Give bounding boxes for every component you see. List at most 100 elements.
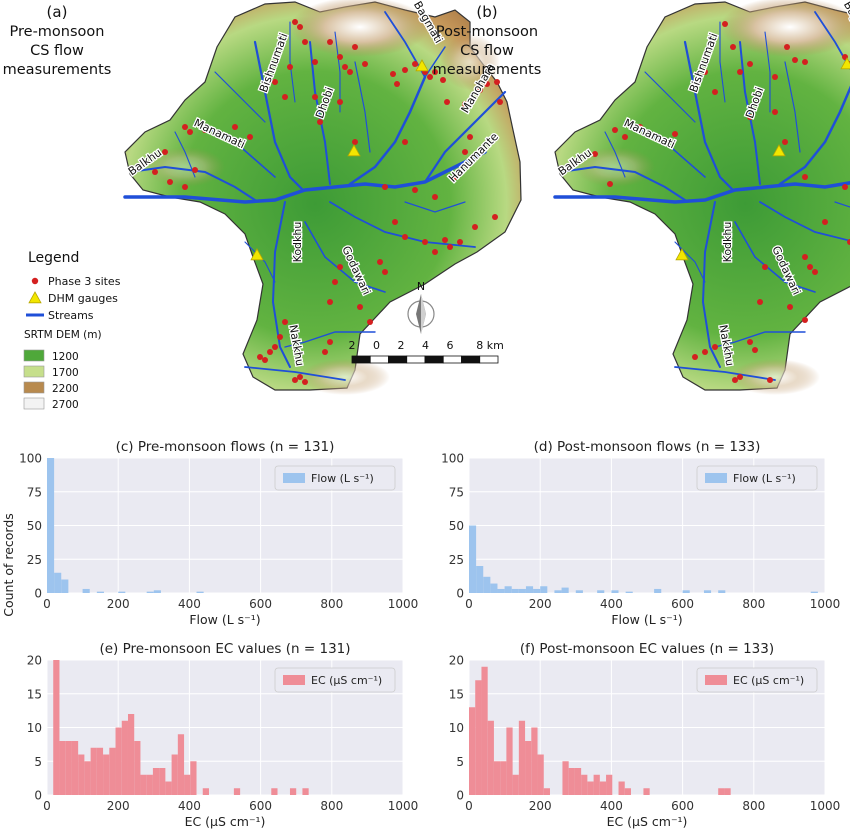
x-tick-label: 600 [249,799,272,813]
histogram-bar [518,588,526,593]
x-tick-label: 800 [742,799,765,813]
phase3-site-marker [347,69,353,75]
phase3-site-marker [747,61,753,67]
histogram-bar [624,788,631,795]
histogram-bar [525,586,534,593]
histogram-bar [475,680,482,795]
dhm-gauge-marker [415,59,429,72]
phase3-site-marker [712,344,718,350]
phase3-site-marker [162,149,168,155]
dem-class-swatch [23,349,45,362]
y-tick-label: 5 [34,755,42,769]
phase3-site-marker [312,94,318,100]
phase3-site-marker [787,304,793,310]
phase3-site-marker [622,134,628,140]
y-tick-label: 0 [34,789,42,803]
histogram-bar [493,761,501,795]
x-tick-label: 600 [671,799,694,813]
histogram-bar [500,761,507,795]
histogram-bar [611,590,619,593]
phase3-site-marker [377,259,383,265]
histogram-bar [533,588,541,593]
phase3-site-marker [282,319,288,325]
phase3-site-marker [402,234,408,240]
phase3-site-marker [447,244,453,250]
north-arrow-icon [421,294,426,334]
histogram-bar [487,720,494,795]
histogram-bar [53,660,60,795]
histogram-bar [96,591,104,593]
phase3-site-marker [692,354,698,360]
phase3-site-marker [752,347,758,353]
phase3-site-marker [484,81,490,87]
x-tick-label: 400 [178,597,201,611]
phase3-site-marker [302,39,308,45]
phase3-site-marker [730,44,736,50]
phase3-site-marker [782,139,788,145]
legend-swatch [283,675,305,685]
histogram-bar [724,788,731,795]
x-tick-label: 1000 [388,799,419,813]
dem-class-swatch [23,365,45,378]
histogram-bar [61,579,69,593]
histogram-bar [540,586,548,593]
phase3-site-marker [802,174,808,180]
phase3-site-marker [322,349,328,355]
histogram-bar [483,576,491,593]
phase3-site-marker [444,99,450,105]
histogram-bar [599,781,607,795]
panel-label: (b) [476,3,497,21]
histogram-bar [165,781,172,795]
histogram-bar [531,727,538,795]
y-tick-label: 15 [449,687,464,701]
legend-item-label: Streams [48,309,94,322]
histogram-bar [581,774,588,795]
histogram-bar [490,583,498,593]
chart-legend [274,465,396,491]
phase3-site-marker [297,24,303,30]
phase3-site-marker [722,21,728,27]
histogram-panel-c: 0 200 400 600 800 1000 0 25 50 75 100 (c) Pre-monso… [19,439,418,627]
phase3-site-marker [802,317,808,323]
phase3-site-marker [732,377,738,383]
histogram-bar [127,714,135,795]
histogram-bar [159,768,166,795]
phase3-site-marker [440,77,446,83]
histogram-bar [140,774,147,795]
histogram-bar [561,587,569,593]
dem-class-label: 2700 [52,399,79,411]
y-tick-label: 100 [19,452,42,466]
x-axis-label: Flow (L s⁻¹) [189,612,260,627]
phase3-site-marker [807,264,813,270]
histogram-bar [718,788,725,795]
dem-class-label: 1200 [52,351,79,363]
histogram-bar [82,588,90,593]
histogram-bar [184,774,191,795]
phase3-site-marker [317,119,323,125]
dhm-gauge-marker [772,144,786,157]
legend-title: Legend [28,250,79,266]
histogram-bar [271,788,278,795]
histogram-panel-e: 0 200 400 600 800 1000 0 5 10 15 20 (e) Pre-monsoon… [27,641,419,829]
y-tick-label: 50 [27,519,42,533]
histogram-bar [71,741,79,795]
phase3-site-marker [747,114,753,120]
chart-title: (d) Post-monsoon flows (n = 133) [534,439,761,455]
y-tick-label: 25 [27,553,42,567]
histogram-bar [682,590,690,593]
scale-bar-segment [406,355,426,364]
histogram-bar [289,788,297,795]
scale-tick-label: 0 [373,339,380,352]
phase3-site-marker [187,129,193,135]
phase3-site-marker [312,59,318,65]
legend-item-label: DHM gauges [48,292,118,305]
histogram-bar [554,590,562,593]
x-tick-label: 1000 [810,597,841,611]
histogram-bar [543,788,550,795]
chart-title: (f) Post-monsoon EC values (n = 133) [520,641,774,657]
histogram-bar [504,586,512,593]
legend-label: EC (μS cm⁻¹) [733,674,804,687]
chart-title: (e) Pre-monsoon EC values (n = 131) [99,641,350,657]
river-label: Kodkhu [291,222,304,263]
histogram-bar [476,566,484,593]
